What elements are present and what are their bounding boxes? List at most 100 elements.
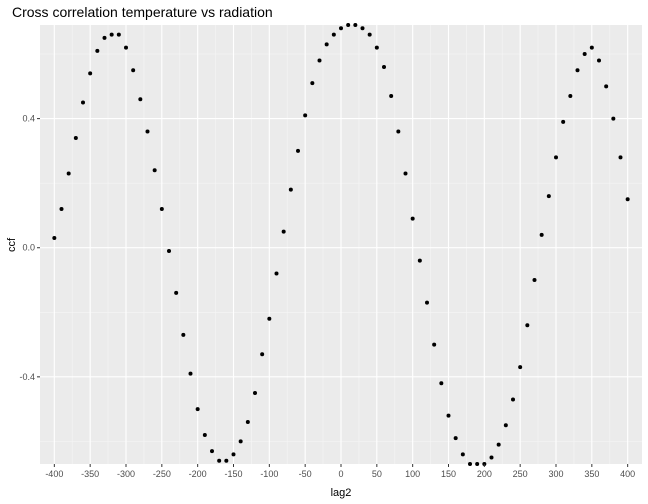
data-point <box>131 68 136 73</box>
data-point <box>138 97 143 102</box>
data-point <box>81 100 85 105</box>
y-tick-label: -0.4 <box>19 372 35 382</box>
data-point <box>95 48 100 53</box>
data-point <box>159 206 164 211</box>
y-axis: -0.4 0.0 0.4 <box>19 114 40 382</box>
data-point <box>604 84 609 89</box>
data-point <box>568 94 573 99</box>
data-point <box>475 462 480 466</box>
x-tick-label: 150 <box>441 469 456 479</box>
data-point <box>539 232 544 237</box>
data-point <box>503 423 508 428</box>
data-point <box>238 439 243 444</box>
x-tick-label: -100 <box>260 469 278 479</box>
data-point <box>102 35 107 40</box>
x-tick-label: 0 <box>338 469 343 479</box>
x-axis: -400 -350 -300 -250 -200 -150 -100 -50 0 50 100 150… <box>45 464 635 479</box>
data-point <box>575 68 580 73</box>
grid-minor <box>40 25 642 464</box>
y-axis-title: ccf <box>6 237 18 252</box>
data-point <box>317 58 322 63</box>
data-point <box>124 45 128 50</box>
data-point <box>181 332 186 337</box>
x-tick-label: 200 <box>477 469 492 479</box>
data-point <box>73 135 78 140</box>
data-point <box>561 119 566 124</box>
data-point <box>496 442 501 447</box>
data-point <box>374 45 379 50</box>
data-point <box>360 26 365 31</box>
data-point <box>339 26 343 31</box>
data-point <box>288 187 293 192</box>
data-point <box>145 129 150 134</box>
data-point <box>554 155 558 160</box>
data-point <box>525 323 530 328</box>
data-point <box>66 171 71 176</box>
data-point <box>489 455 494 460</box>
data-point <box>410 216 415 221</box>
data-point <box>52 236 57 241</box>
data-point <box>267 316 272 321</box>
x-tick-label: -400 <box>45 469 63 479</box>
data-point <box>296 148 300 153</box>
chart-title: Cross correlation temperature vs radiati… <box>12 4 273 20</box>
data-point <box>188 371 193 376</box>
data-point <box>324 42 329 47</box>
data-point <box>116 32 121 37</box>
data-point <box>253 390 257 395</box>
data-point <box>589 45 594 50</box>
x-tick-label: -150 <box>224 469 242 479</box>
data-point <box>152 168 157 173</box>
data-point <box>346 23 351 27</box>
data-point <box>260 352 265 357</box>
data-point <box>202 432 207 437</box>
data-point <box>59 206 64 211</box>
x-tick-label: 50 <box>372 469 382 479</box>
x-tick-label: -350 <box>81 469 99 479</box>
x-tick-label: -250 <box>153 469 171 479</box>
data-point <box>274 271 279 276</box>
data-point <box>468 462 472 466</box>
data-point <box>546 194 551 199</box>
x-tick-label: -300 <box>117 469 135 479</box>
data-point <box>511 397 515 402</box>
data-point <box>109 32 114 37</box>
data-point <box>597 58 601 63</box>
data-point <box>389 94 394 99</box>
data-point <box>310 81 315 86</box>
data-point <box>88 71 93 76</box>
data-points <box>52 23 630 466</box>
data-point <box>439 381 444 386</box>
data-point <box>417 258 422 263</box>
data-point <box>532 278 537 283</box>
data-point <box>353 23 358 27</box>
data-point <box>625 197 630 202</box>
x-axis-title: lag2 <box>331 487 352 499</box>
grid-major <box>40 25 642 464</box>
data-point <box>582 52 587 57</box>
data-point <box>432 342 437 347</box>
x-tick-label: -200 <box>189 469 207 479</box>
y-tick-label: 0.0 <box>22 243 35 253</box>
data-point <box>224 458 229 463</box>
data-point <box>231 452 236 457</box>
data-point <box>174 290 179 295</box>
data-point <box>195 407 200 412</box>
data-point <box>518 365 523 370</box>
data-point <box>245 420 250 425</box>
x-tick-label: 250 <box>513 469 528 479</box>
data-point <box>331 32 336 37</box>
data-point <box>618 155 623 160</box>
data-point <box>217 458 222 463</box>
x-tick-label: 300 <box>548 469 563 479</box>
data-point <box>446 413 451 418</box>
x-tick-label: -50 <box>299 469 312 479</box>
data-point <box>611 116 616 121</box>
data-point <box>167 248 171 253</box>
data-point <box>460 452 465 457</box>
x-tick-label: 100 <box>405 469 420 479</box>
data-point <box>382 64 386 69</box>
data-point <box>425 300 429 305</box>
data-point <box>396 129 401 134</box>
data-point <box>303 113 308 118</box>
